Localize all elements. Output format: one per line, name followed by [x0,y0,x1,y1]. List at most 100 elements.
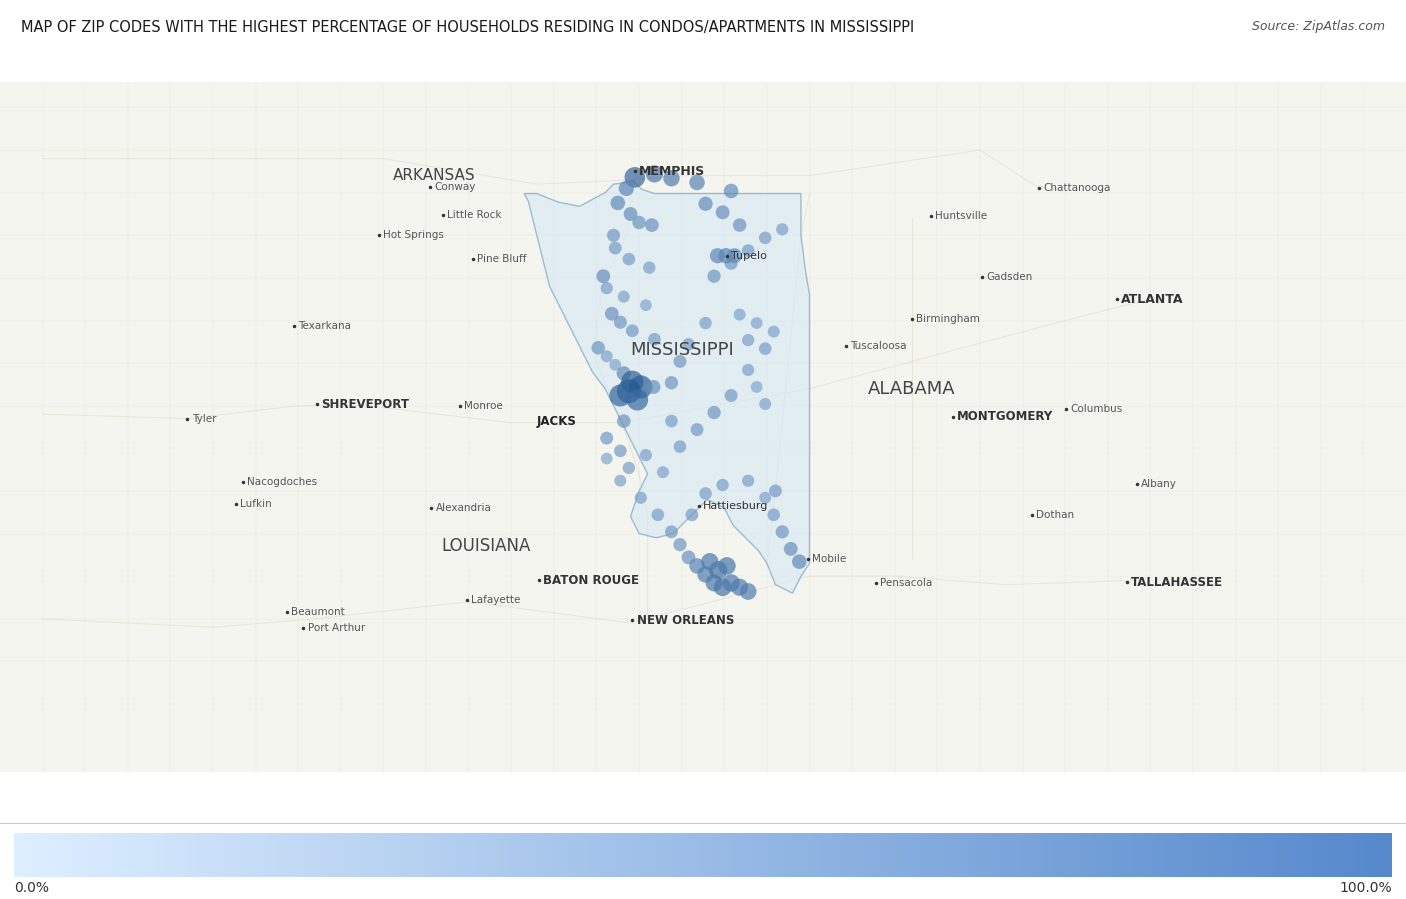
Text: Hattiesburg: Hattiesburg [703,502,768,512]
Point [695,316,717,330]
Text: LOUISIANA: LOUISIANA [441,538,530,556]
Point [596,280,619,295]
Point [762,508,785,522]
Point [737,244,759,258]
Point [643,332,665,346]
Point [716,559,738,574]
Text: NEW ORLEANS: NEW ORLEANS [637,614,734,627]
Text: Lafayette: Lafayette [471,595,520,605]
Point [661,525,683,539]
Text: Huntsville: Huntsville [935,210,987,220]
Text: Pine Bluff: Pine Bluff [477,254,527,264]
Polygon shape [524,181,810,593]
Point [600,307,623,321]
Point [779,542,801,556]
Text: ARKANSAS: ARKANSAS [394,168,475,183]
Point [695,486,717,501]
Point [613,366,636,380]
Point [630,491,652,505]
Text: MAP OF ZIP CODES WITH THE HIGHEST PERCENTAGE OF HOUSEHOLDS RESIDING IN CONDOS/AP: MAP OF ZIP CODES WITH THE HIGHEST PERCEN… [21,20,914,35]
Text: Port Arthur: Port Arthur [308,623,366,633]
Text: MONTGOMERY: MONTGOMERY [957,410,1053,423]
Point [652,465,675,479]
Text: Gadsden: Gadsden [986,272,1032,282]
Point [609,474,631,488]
Point [634,448,657,462]
Text: Monroe: Monroe [464,401,503,411]
Text: Birmingham: Birmingham [917,314,980,324]
Text: ALABAMA: ALABAMA [868,379,956,397]
Point [669,354,692,369]
Point [754,231,776,245]
Point [737,474,759,488]
Point [605,241,627,255]
Point [728,218,751,232]
Point [613,289,636,304]
Point [669,440,692,454]
Point [728,580,751,594]
Point [706,248,728,263]
Point [695,197,717,211]
Point [617,460,640,475]
Point [614,182,637,196]
Point [647,508,669,522]
Text: MISSISSIPPI: MISSISSIPPI [630,342,734,360]
Point [737,362,759,377]
Text: Columbus: Columbus [1070,405,1122,414]
Point [720,183,742,198]
Point [686,423,709,437]
Text: MEMPHIS: MEMPHIS [640,165,706,178]
Point [770,222,793,236]
Point [754,491,776,505]
Point [641,218,664,232]
Text: Source: ZipAtlas.com: Source: ZipAtlas.com [1251,20,1385,32]
Point [613,414,636,428]
Point [586,341,609,355]
Point [626,393,648,407]
Point [707,563,730,577]
Point [596,431,619,445]
Text: Nacogdoches: Nacogdoches [247,477,318,487]
Point [699,555,721,569]
Point [754,396,776,411]
Text: ATLANTA: ATLANTA [1122,293,1184,306]
Point [681,508,703,522]
Point [714,248,737,263]
Point [745,379,768,394]
Point [737,584,759,599]
Point [661,376,683,390]
Point [638,261,661,275]
Text: 0.0%: 0.0% [14,881,49,895]
Point [617,384,640,398]
Point [592,269,614,283]
Point [621,375,644,389]
Point [602,228,624,243]
Text: Beaumont: Beaumont [291,607,346,617]
Text: Alexandria: Alexandria [436,503,491,513]
Text: Tupelo: Tupelo [731,251,768,261]
Point [703,575,725,590]
Text: JACKS: JACKS [537,414,576,428]
Point [617,252,640,266]
Point [770,525,793,539]
Point [703,269,725,283]
Text: 100.0%: 100.0% [1340,881,1392,895]
Text: TALLAHASSEE: TALLAHASSEE [1130,575,1223,589]
Point [765,484,787,498]
Text: Tuscaloosa: Tuscaloosa [851,341,907,352]
Point [745,316,768,330]
Point [723,248,745,263]
Point [787,555,810,569]
Point [634,298,657,312]
Point [619,207,641,221]
Point [695,567,717,582]
Text: SHREVEPORT: SHREVEPORT [321,397,409,411]
Point [630,379,652,394]
Point [621,324,644,338]
Point [609,388,631,403]
Text: Texarkana: Texarkana [298,322,352,332]
Point [643,166,665,181]
Text: BATON ROUGE: BATON ROUGE [543,574,638,587]
Point [643,379,665,394]
Point [596,349,619,363]
